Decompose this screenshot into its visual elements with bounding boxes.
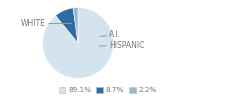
Legend: 89.1%, 8.7%, 2.2%: 89.1%, 8.7%, 2.2%: [56, 84, 160, 96]
Wedge shape: [56, 8, 78, 43]
Wedge shape: [73, 8, 78, 43]
Wedge shape: [42, 8, 114, 79]
Text: HISPANIC: HISPANIC: [99, 41, 144, 50]
Text: A.I.: A.I.: [100, 30, 121, 39]
Text: WHITE: WHITE: [21, 19, 72, 28]
